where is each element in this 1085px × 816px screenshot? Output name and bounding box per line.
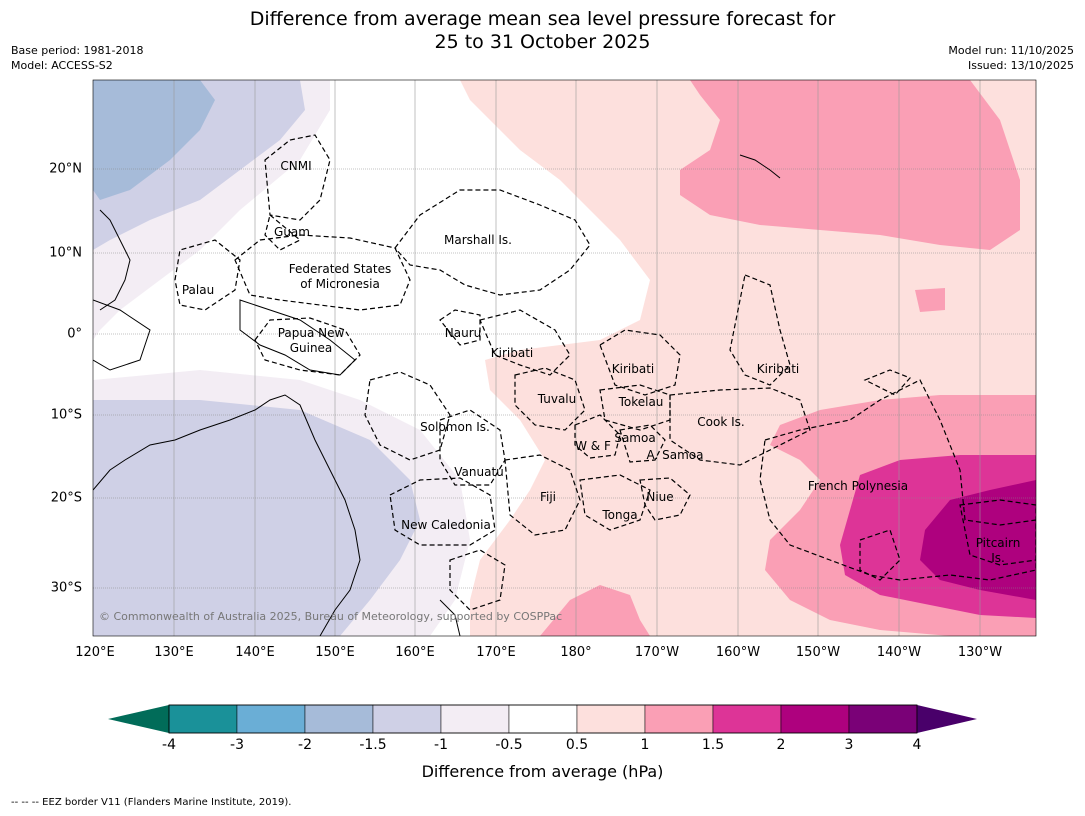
colorbar-swatch	[236, 704, 306, 734]
australia-coast	[93, 394, 361, 636]
lat-label: 0°	[67, 326, 82, 342]
lat-label: 20°N	[49, 161, 82, 177]
region-label-niue: Niue	[646, 490, 674, 504]
region-label-kiribati-east: Kiribati	[756, 362, 800, 376]
meta-left: Base period: 1981-2018 Model: ACCESS-S2	[11, 43, 143, 73]
meridians	[173, 80, 981, 636]
lon-label: 150°E	[315, 645, 355, 660]
lon-label: 120°E	[75, 645, 115, 660]
region-label-fiji: Fiji	[539, 490, 557, 504]
base-period: Base period: 1981-2018	[11, 44, 144, 57]
region-label-cnmi: CNMI	[280, 159, 312, 173]
hawaii-islands	[739, 154, 781, 179]
colorbar-tick: 1	[640, 737, 650, 753]
region-label-tuvalu: Tuvalu	[537, 392, 577, 406]
colorbar-tick: -3	[230, 737, 244, 753]
region-label-png-1: Papua New	[277, 326, 345, 340]
region-label-guam: Guam	[274, 225, 310, 239]
lat-label: 20°S	[50, 490, 82, 506]
lon-label: 140°W	[876, 645, 922, 660]
philippines-coast	[99, 209, 131, 311]
region-label-american-samoa: A. Samoa	[646, 448, 704, 462]
eez-legend-note: -- -- -- EEZ border V11 (Flanders Marine…	[11, 797, 292, 808]
region-label-pitcairn-2: Is.	[991, 551, 1005, 565]
region-label-tonga: Tonga	[602, 508, 638, 522]
lon-label: 140°E	[235, 645, 275, 660]
colorbar-swatch	[440, 704, 510, 734]
colorbar-swatch	[780, 704, 850, 734]
region-label-tokelau: Tokelau	[618, 395, 664, 409]
region-label-cook: Cook Is.	[697, 415, 745, 429]
colorbar-swatch	[168, 704, 238, 734]
map-plot-area	[93, 80, 1036, 636]
lat-label: 10°N	[49, 245, 82, 261]
map-title-line-2: 25 to 31 October 2025	[434, 31, 651, 53]
colorbar-swatch	[576, 704, 646, 734]
colorbar-tick: 2	[776, 737, 786, 753]
colorbar-swatch	[372, 704, 442, 734]
region-label-kiribati-west: Kiribati	[490, 346, 534, 360]
colorbar-overflow	[917, 705, 977, 733]
colorbar-swatch	[712, 704, 782, 734]
region-label-fsm-1: Federated States	[288, 262, 392, 276]
borneo-coast	[93, 299, 151, 371]
anomaly-field-pos-mid	[915, 288, 945, 312]
region-label-marshall: Marshall Is.	[444, 233, 512, 247]
anomaly-field-pos-mid	[540, 585, 650, 636]
region-label-solomon: Solomon Is.	[420, 420, 490, 434]
lon-label: 130°E	[154, 645, 194, 660]
region-label-wallis-futuna: W & F	[575, 439, 611, 453]
colorbar-tick: 4	[912, 737, 922, 753]
lon-label: 170°W	[634, 645, 680, 660]
model-name: Model: ACCESS-S2	[11, 59, 113, 72]
region-label-nauru: Nauru	[444, 326, 482, 340]
lon-label: 130°W	[957, 645, 1003, 660]
colorbar-tick: -0.5	[495, 737, 523, 753]
meta-right: Model run: 11/10/2025 Issued: 13/10/2025	[948, 43, 1074, 73]
new-guinea-coast	[239, 299, 356, 376]
colorbar-swatch	[304, 704, 374, 734]
colorbar-tick: -1.5	[359, 737, 387, 753]
region-label-vanuatu: Vanuatu	[454, 465, 504, 479]
coastlines	[93, 154, 781, 636]
anomaly-field-pos-vstrong	[920, 480, 1036, 600]
lon-label: 160°E	[395, 645, 435, 660]
colorbar-tick: -4	[162, 737, 176, 753]
colorbar-tick: 3	[844, 737, 854, 753]
issued-date: Issued: 13/10/2025	[967, 59, 1074, 72]
lon-label: 180°	[560, 645, 592, 660]
colorbar-swatch	[644, 704, 714, 734]
colorbar-tick: 0.5	[565, 737, 589, 753]
lat-label: 30°S	[50, 580, 82, 596]
region-label-new-caledonia: New Caledonia	[401, 518, 491, 532]
region-label-palau: Palau	[181, 283, 215, 297]
lon-label: 170°E	[476, 645, 516, 660]
anomaly-field-neg-strong	[93, 80, 215, 200]
anomaly-field-pos-mid	[680, 80, 1020, 250]
lon-label: 150°W	[795, 645, 841, 660]
anomaly-field-neg-mid	[93, 400, 420, 636]
new-zealand-coast	[439, 599, 461, 636]
lat-label: 10°S	[50, 407, 82, 423]
colorbar-tick: -1	[434, 737, 448, 753]
region-label-png-2: Guinea	[289, 341, 333, 355]
lon-label: 160°W	[715, 645, 761, 660]
colorbar-swatch	[848, 704, 918, 734]
region-label-french-polynesia: French Polynesia	[807, 479, 909, 493]
copyright-notice: © Commonwealth of Australia 2025, Bureau…	[99, 610, 563, 623]
colorbar-swatch	[508, 704, 578, 734]
map-title-line-1: Difference from average mean sea level p…	[249, 8, 836, 30]
region-label-pitcairn-1: Pitcairn	[975, 536, 1021, 550]
colorbar-underflow	[108, 705, 169, 733]
region-label-fsm-2: of Micronesia	[300, 277, 380, 291]
colorbar	[108, 704, 977, 734]
model-run: Model run: 11/10/2025	[948, 44, 1074, 57]
eez-borders	[174, 134, 1036, 611]
region-label-samoa: Samoa	[614, 431, 656, 445]
region-label-kiribati-central: Kiribati	[611, 362, 655, 376]
colorbar-title: Difference from average (hPa)	[421, 762, 664, 781]
colorbar-tick: -2	[298, 737, 312, 753]
colorbar-tick: 1.5	[701, 737, 725, 753]
